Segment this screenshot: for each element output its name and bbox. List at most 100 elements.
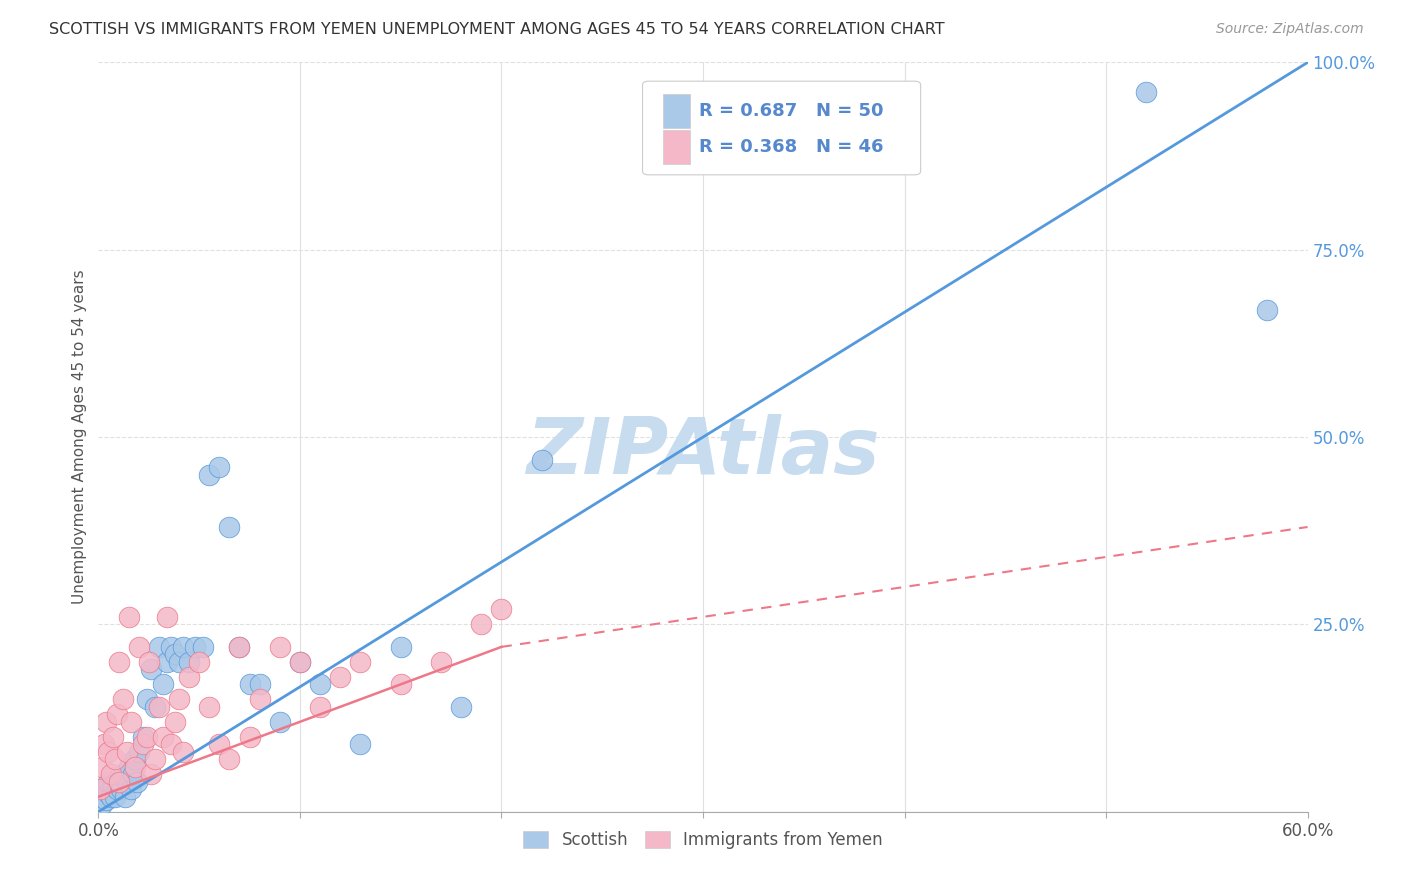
Point: [89, 789, 111, 804]
Point: [179, 670, 201, 684]
Point: [218, 520, 240, 534]
Point: [118, 610, 141, 624]
Text: Source: ZipAtlas.com: Source: ZipAtlas.com: [1216, 22, 1364, 37]
Point: [269, 714, 291, 729]
Point: [179, 655, 201, 669]
Point: [288, 655, 311, 669]
Point: [100, 789, 122, 804]
Point: [329, 670, 352, 684]
Point: [105, 782, 128, 797]
Point: [167, 692, 190, 706]
Point: [128, 640, 150, 654]
Point: [111, 692, 134, 706]
Point: [208, 737, 231, 751]
Point: [450, 699, 472, 714]
Point: [114, 789, 136, 804]
Point: [167, 655, 190, 669]
Point: [389, 677, 412, 691]
Point: [121, 767, 143, 781]
Point: [96, 793, 118, 807]
Text: R = 0.687   N = 50: R = 0.687 N = 50: [699, 103, 884, 120]
Point: [218, 752, 240, 766]
Point: [93, 782, 115, 797]
Text: SCOTTISH VS IMMIGRANTS FROM YEMEN UNEMPLOYMENT AMONG AGES 45 TO 54 YEARS CORRELA: SCOTTISH VS IMMIGRANTS FROM YEMEN UNEMPL…: [49, 22, 945, 37]
Legend: Scottish, Immigrants from Yemen: Scottish, Immigrants from Yemen: [516, 824, 890, 855]
Point: [163, 714, 186, 729]
Point: [96, 714, 118, 729]
Point: [198, 699, 221, 714]
Point: [135, 692, 157, 706]
Point: [143, 752, 166, 766]
Y-axis label: Unemployment Among Ages 45 to 54 years: Unemployment Among Ages 45 to 54 years: [72, 269, 87, 605]
Point: [97, 745, 120, 759]
Point: [156, 655, 179, 669]
Point: [91, 760, 114, 774]
Point: [198, 467, 221, 482]
Point: [107, 774, 129, 789]
Point: [148, 699, 170, 714]
Point: [530, 452, 553, 467]
Point: [115, 745, 138, 759]
FancyBboxPatch shape: [664, 94, 690, 128]
Point: [125, 774, 148, 789]
Point: [188, 655, 211, 669]
Point: [269, 640, 291, 654]
Point: [139, 662, 162, 676]
Point: [349, 737, 371, 751]
Point: [105, 707, 128, 722]
Point: [160, 737, 183, 751]
Point: [103, 752, 125, 766]
Point: [160, 640, 183, 654]
Point: [208, 460, 231, 475]
Point: [430, 655, 453, 669]
Point: [124, 752, 146, 766]
Point: [110, 782, 132, 797]
Point: [107, 774, 129, 789]
Point: [89, 782, 111, 797]
Point: [138, 655, 160, 669]
Point: [101, 779, 124, 793]
Point: [152, 677, 174, 691]
Point: [132, 737, 155, 751]
Point: [97, 774, 120, 789]
Point: [152, 730, 174, 744]
Point: [184, 640, 207, 654]
Point: [470, 617, 492, 632]
Point: [249, 692, 271, 706]
Point: [148, 640, 170, 654]
Point: [93, 737, 115, 751]
Point: [103, 789, 125, 804]
Text: R = 0.368   N = 46: R = 0.368 N = 46: [699, 138, 884, 156]
Point: [389, 640, 412, 654]
Point: [135, 730, 157, 744]
Point: [163, 648, 186, 662]
Point: [172, 745, 194, 759]
Point: [156, 610, 179, 624]
Point: [1135, 86, 1157, 100]
Point: [143, 699, 166, 714]
Point: [288, 655, 311, 669]
Point: [124, 760, 146, 774]
Point: [349, 655, 371, 669]
Point: [111, 767, 134, 781]
Point: [101, 730, 124, 744]
Point: [309, 677, 332, 691]
Point: [139, 767, 162, 781]
Point: [1256, 302, 1278, 317]
Point: [91, 797, 114, 812]
Point: [239, 730, 262, 744]
Point: [107, 655, 129, 669]
Point: [228, 640, 250, 654]
Point: [132, 730, 155, 744]
Point: [249, 677, 271, 691]
Point: [118, 760, 141, 774]
FancyBboxPatch shape: [664, 130, 690, 163]
Point: [120, 714, 142, 729]
Point: [172, 640, 194, 654]
Point: [193, 640, 215, 654]
Point: [491, 602, 513, 616]
Point: [115, 774, 138, 789]
Point: [100, 767, 122, 781]
Point: [128, 745, 150, 759]
Point: [97, 786, 120, 800]
